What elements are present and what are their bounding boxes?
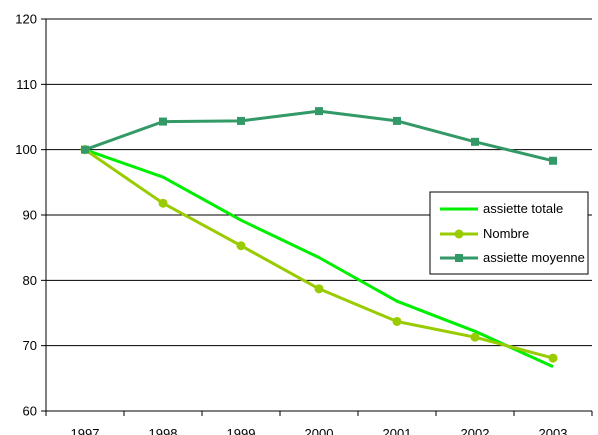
data-point-assiette-moyenne: [393, 116, 401, 125]
series-line-assiette-totale: [84, 148, 554, 368]
data-point-nombre: [158, 198, 168, 208]
x-tick-label: 1997: [71, 426, 100, 435]
series-line-assiette-moyenne: [84, 109, 554, 163]
y-tick-label: 80: [23, 273, 37, 288]
data-point-nombre: [314, 284, 324, 294]
data-point-assiette-moyenne: [159, 117, 167, 126]
legend-label-assiette-totale: assiette totale: [483, 201, 563, 216]
data-point-assiette-moyenne: [81, 145, 89, 154]
legend-label-assiette-moyenne: assiette moyenne: [483, 250, 585, 265]
y-tick-label: 100: [15, 142, 37, 157]
x-tick-label: 2003: [539, 426, 568, 435]
legend-marker-assiette-moyenne: [455, 254, 463, 262]
x-tick-label: 2001: [383, 426, 412, 435]
legend-label-nombre: Nombre: [483, 226, 529, 241]
y-tick-label: 120: [15, 12, 37, 27]
data-point-assiette-moyenne: [549, 156, 557, 165]
gridlines: [46, 18, 592, 347]
series-group: [80, 107, 558, 368]
data-point-assiette-moyenne: [315, 107, 323, 116]
y-tick-label: 70: [23, 338, 37, 353]
y-tick-label: 60: [23, 404, 37, 419]
data-point-nombre: [392, 316, 402, 326]
x-tick-label: 1998: [149, 426, 178, 435]
data-point-nombre: [548, 353, 558, 363]
legend: assiette totale Nombre assiette moyenne: [429, 191, 589, 275]
data-point-nombre: [236, 241, 246, 251]
x-tick-label: 1999: [227, 426, 256, 435]
y-axis: 60 70 80 90 100 110 120: [15, 12, 47, 419]
x-tick-label: 2002: [461, 426, 490, 435]
data-point-nombre: [470, 332, 480, 342]
y-tick-label: 90: [23, 208, 37, 223]
legend-marker-nombre: [454, 229, 464, 239]
data-point-assiette-moyenne: [471, 137, 479, 146]
x-tick-label: 2000: [305, 426, 334, 435]
x-axis: 1997 1998 1999 2000 2001 2002 2003: [45, 410, 593, 435]
y-tick-label: 110: [16, 77, 37, 92]
data-point-assiette-moyenne: [237, 116, 245, 125]
